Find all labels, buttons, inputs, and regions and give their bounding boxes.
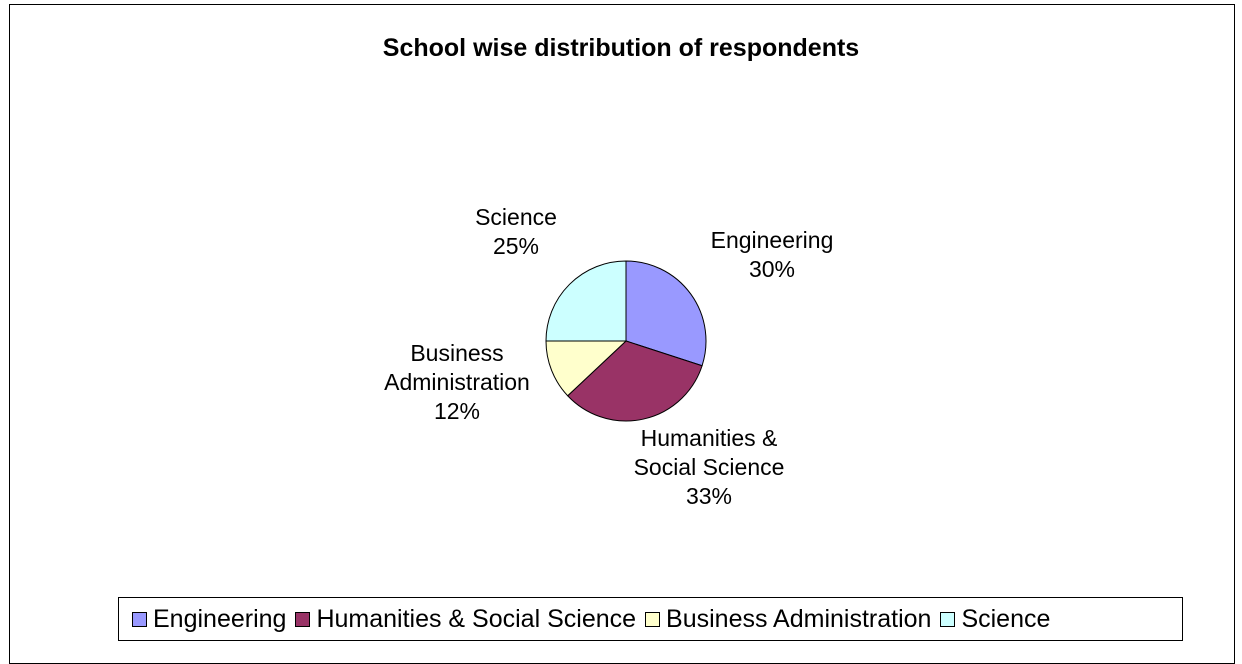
legend: Engineering Humanities & Social Science … [118,597,1183,641]
legend-swatch-humanities [295,611,311,627]
slice-label-line: 30% [749,256,795,282]
pie-slice-business-administration [545,340,628,397]
legend-swatch-engineering [132,611,147,627]
slice-label-line: Science [475,204,557,230]
pie-slice-humanities-social-science [566,340,703,422]
legend-swatch-business [645,611,661,627]
legend-label-engineering: Engineering [153,604,287,633]
legend-swatch-science [940,611,956,627]
pie-slice-engineering [625,260,707,367]
legend-label-science: Science [961,604,1051,633]
slice-label-line: Engineering [711,227,834,253]
slice-label-line: Administration [384,369,530,395]
slice-label-humanities-social-science: Humanities & Social Science 33% [634,425,785,509]
chart-title: School wise distribution of respondents [382,34,860,62]
slice-label-science: Science 25% [475,204,557,259]
slice-label-line: 33% [686,483,732,509]
pie-slice-science [545,260,627,342]
legend-label-humanities: Humanities & Social Science [316,604,637,633]
legend-item-business: Business Administration [645,605,931,634]
slice-label-engineering: Engineering 30% [711,227,834,282]
slice-label-line: Business [410,340,503,366]
legend-item-science: Science [940,605,1050,634]
legend-item-humanities: Humanities & Social Science [295,605,636,634]
slice-label-line: 12% [434,398,480,424]
slice-label-line: Social Science [634,454,785,480]
legend-item-engineering: Engineering [132,605,286,634]
pie-chart: Engineering 30% Humanities & Social Science… [384,204,834,509]
slice-label-line: 25% [493,233,539,259]
slice-label-line: Humanities & [641,425,778,451]
legend-label-business: Business Administration [666,604,932,633]
slice-label-business-administration: Business Administration 12% [384,340,530,424]
